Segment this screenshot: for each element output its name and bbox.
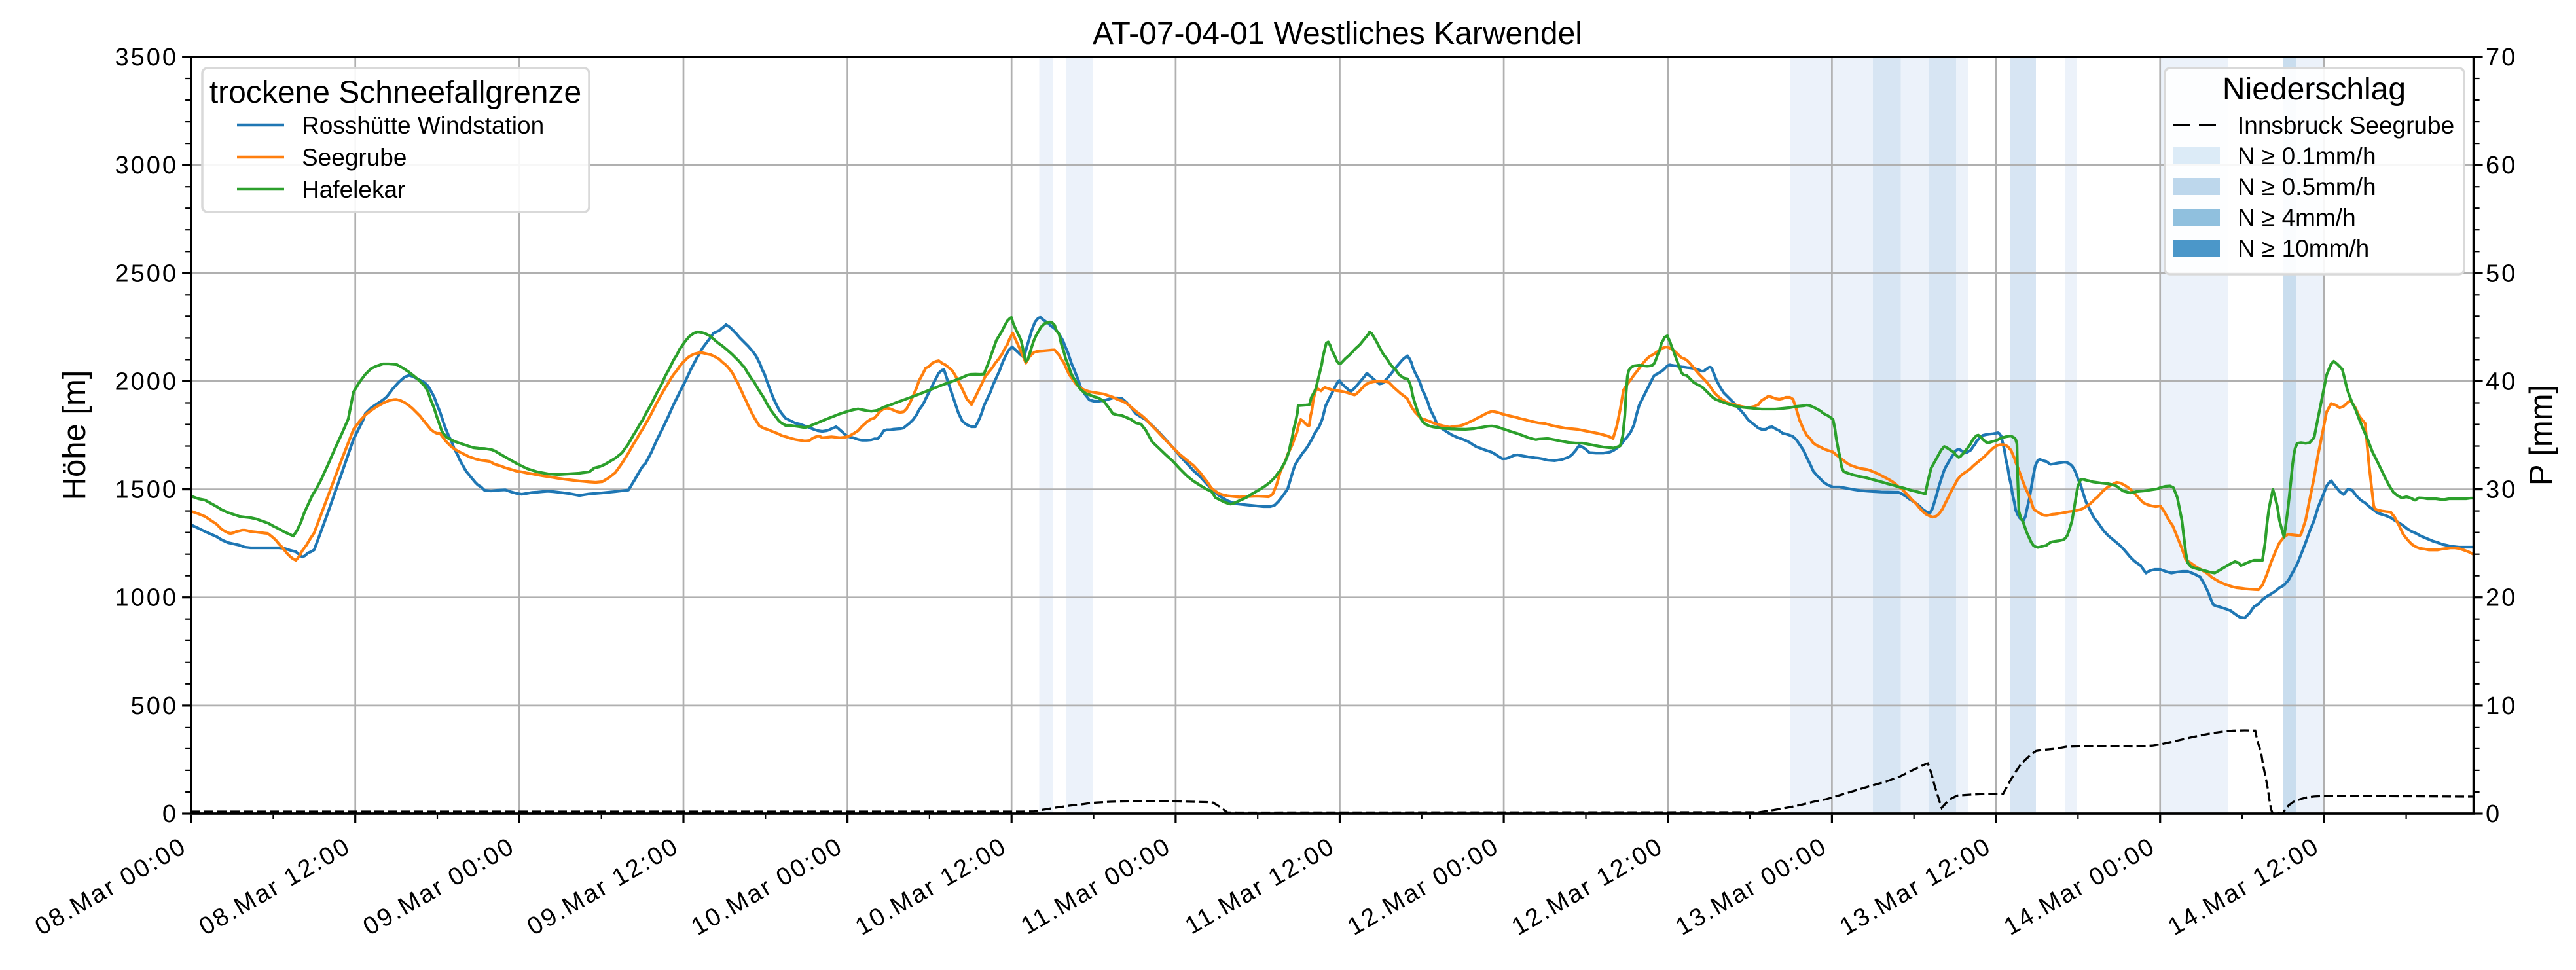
svg-text:P [mm]: P [mm] <box>2524 385 2559 486</box>
svg-text:10: 10 <box>2486 692 2517 720</box>
svg-text:N ≥ 0.5mm/h: N ≥ 0.5mm/h <box>2238 173 2376 200</box>
svg-text:500: 500 <box>131 692 178 720</box>
svg-text:1500: 1500 <box>115 476 178 504</box>
svg-text:3000: 3000 <box>115 152 178 179</box>
svg-text:1000: 1000 <box>115 584 178 612</box>
svg-text:Innsbruck Seegrube: Innsbruck Seegrube <box>2238 112 2454 139</box>
svg-text:AT-07-04-01 Westliches Karwend: AT-07-04-01 Westliches Karwendel <box>1093 16 1582 51</box>
svg-text:trockene Schneefallgrenze: trockene Schneefallgrenze <box>209 75 581 110</box>
svg-text:N ≥ 0.1mm/h: N ≥ 0.1mm/h <box>2238 143 2376 170</box>
svg-text:N ≥ 10mm/h: N ≥ 10mm/h <box>2238 235 2369 262</box>
svg-text:3500: 3500 <box>115 44 178 71</box>
svg-text:Seegrube: Seegrube <box>302 144 407 171</box>
svg-text:Höhe [m]: Höhe [m] <box>57 370 92 501</box>
svg-text:0: 0 <box>2486 800 2501 828</box>
svg-text:2000: 2000 <box>115 368 178 395</box>
svg-text:20: 20 <box>2486 584 2517 612</box>
svg-text:50: 50 <box>2486 260 2517 287</box>
svg-text:Niederschlag: Niederschlag <box>2222 72 2406 107</box>
svg-text:70: 70 <box>2486 44 2517 71</box>
svg-text:N ≥ 4mm/h: N ≥ 4mm/h <box>2238 204 2356 231</box>
svg-text:2500: 2500 <box>115 260 178 287</box>
svg-text:0: 0 <box>162 800 178 828</box>
svg-text:30: 30 <box>2486 476 2517 504</box>
svg-text:Rosshütte Windstation: Rosshütte Windstation <box>302 112 544 139</box>
svg-text:Hafelekar: Hafelekar <box>302 176 405 203</box>
svg-text:40: 40 <box>2486 368 2517 395</box>
svg-text:60: 60 <box>2486 152 2517 179</box>
